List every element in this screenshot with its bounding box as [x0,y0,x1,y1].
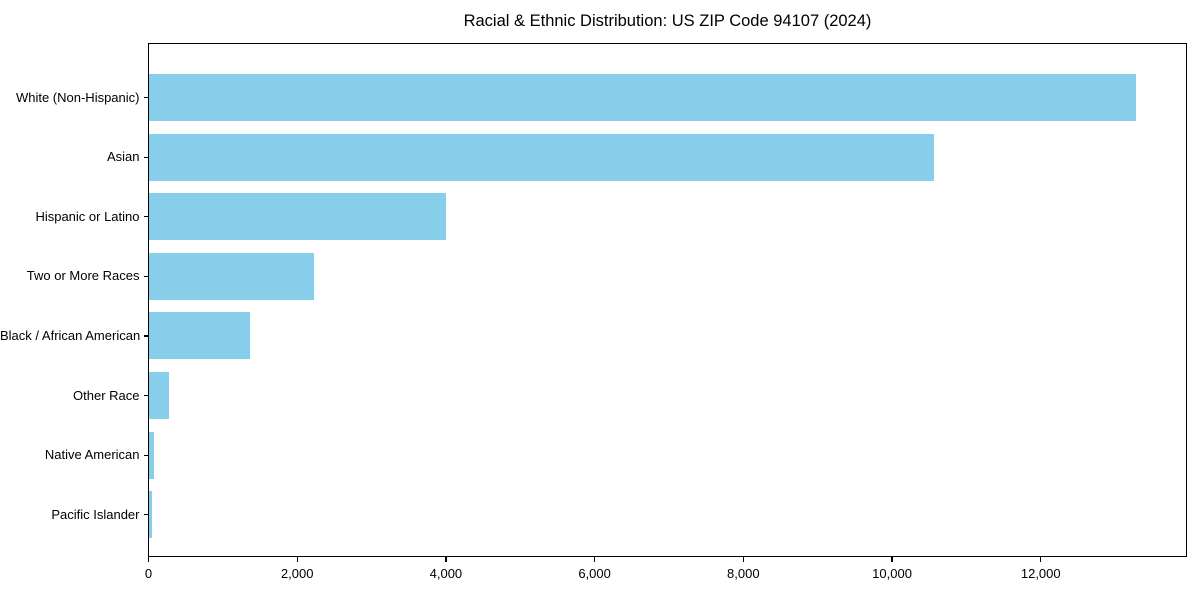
x-tick [147,557,150,562]
chart-title: Racial & Ethnic Distribution: US ZIP Cod… [463,12,872,30]
y-tick [143,275,149,277]
y-tick [143,156,149,158]
y-tick [143,335,149,337]
x-tick-label: 8,000 [727,566,760,581]
y-tick [143,394,149,397]
y-tick [143,514,149,516]
bar [148,193,446,241]
bar [148,133,935,181]
bar [148,372,169,420]
x-tick [445,557,447,562]
y-tick [143,454,149,456]
y-axis-label: Asian [106,149,140,165]
x-tick [594,557,596,562]
x-tick-label: 12,000 [1020,566,1061,581]
bar [148,74,1136,122]
y-axis-label: Hispanic or Latino [35,208,140,224]
y-axis-label: Native American [44,447,140,463]
x-tick-label: 2,000 [280,566,314,581]
y-axis-label: Black / African American [0,327,141,343]
bar [148,491,152,539]
y-tick [143,97,149,99]
x-tick [742,557,744,562]
x-tick-label: 6,000 [578,566,611,581]
y-axis-label: Pacific Islander [51,506,140,522]
x-tick-label: 10,000 [872,566,912,581]
x-tick-label: 0 [144,566,153,581]
y-tick [143,216,149,218]
x-tick [296,557,298,562]
y-axis-label: White (Non-Hispanic) [15,89,140,105]
y-axis-label: Other Race [73,387,140,403]
x-tick [891,557,893,562]
x-tick [1040,557,1042,562]
x-tick-label: 4,000 [429,566,463,581]
bar [148,252,314,300]
y-axis-label: Two or More Races [26,268,140,284]
bar [148,431,155,479]
bar [148,312,250,360]
